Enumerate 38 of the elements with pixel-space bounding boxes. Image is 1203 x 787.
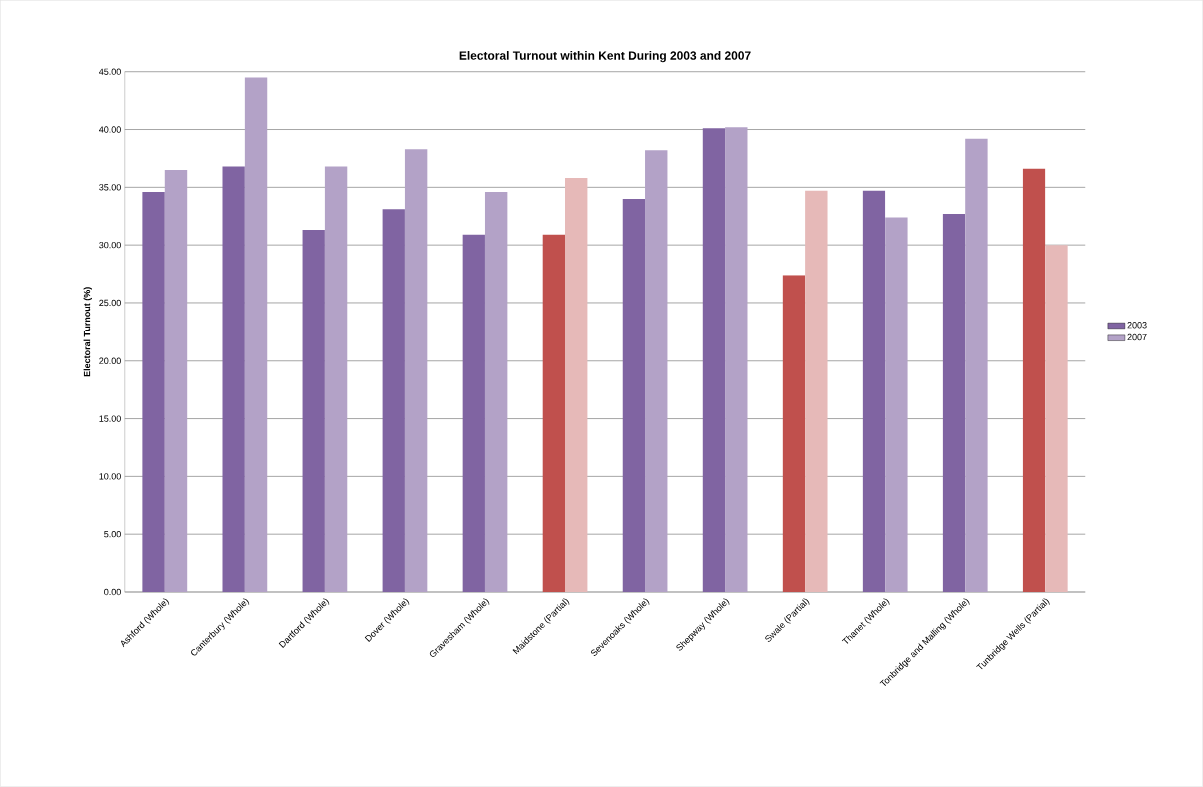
bar	[862, 190, 886, 593]
y-tick-label: 45.00	[99, 68, 121, 76]
y-tick-label: 10.00	[99, 473, 121, 480]
bar	[542, 234, 565, 593]
bar	[942, 214, 966, 593]
y-tick-label: 40.00	[99, 126, 121, 133]
chart-title: Electoral Turnout within Kent During 2003 and 2007	[459, 51, 751, 63]
y-tick-label: 25.00	[99, 299, 121, 307]
bar	[462, 234, 485, 593]
bar	[382, 209, 405, 593]
bar	[324, 166, 348, 593]
legend-label: 2007	[1127, 333, 1147, 341]
bar	[1045, 245, 1068, 593]
bar	[702, 128, 726, 593]
y-axis-title: Electoral Turnout (%)	[83, 287, 92, 377]
bar	[1022, 168, 1046, 593]
y-tick-label: 5.00	[104, 531, 121, 538]
bar	[484, 192, 508, 593]
bar	[782, 275, 806, 593]
bar	[404, 149, 428, 593]
bar	[565, 178, 588, 593]
bar	[725, 127, 748, 593]
bar	[965, 138, 988, 593]
bar	[142, 192, 165, 593]
bar	[885, 217, 908, 593]
bar	[222, 166, 245, 593]
bar	[302, 230, 325, 593]
y-tick-label: 35.00	[99, 184, 121, 191]
y-tick-label: 0.00	[104, 588, 121, 596]
bar	[244, 77, 268, 593]
bar	[622, 199, 646, 593]
bar	[164, 170, 188, 593]
legend-label: 2003	[1127, 322, 1147, 329]
y-tick-label: 30.00	[99, 242, 121, 249]
y-tick-label: 15.00	[99, 415, 121, 422]
y-tick-label: 20.00	[99, 357, 121, 365]
bar	[805, 190, 828, 593]
bar	[645, 150, 668, 593]
